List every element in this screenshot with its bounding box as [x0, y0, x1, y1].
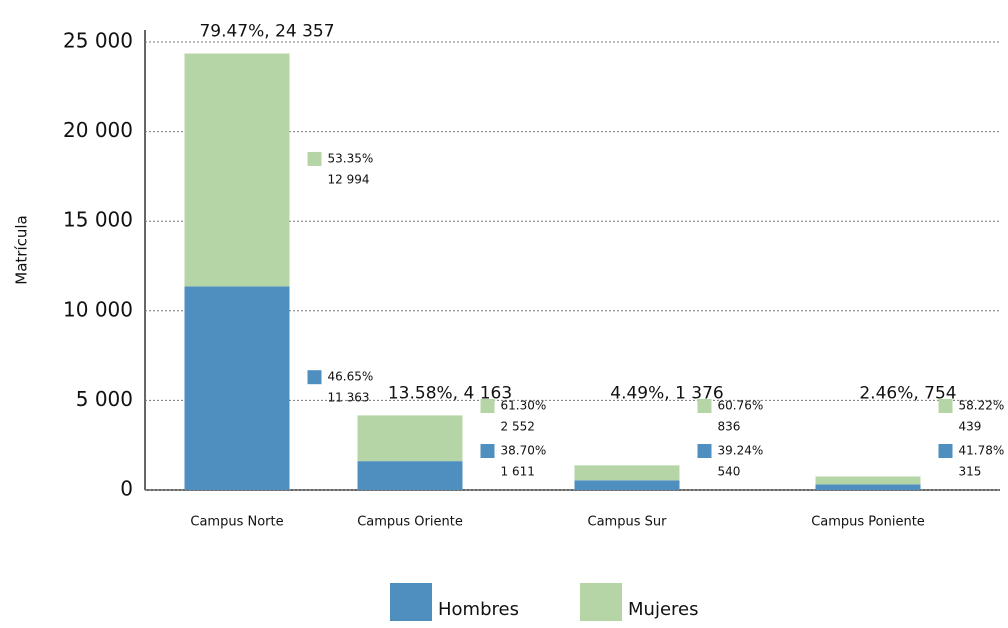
total-label: 13.58%, 4 163	[388, 383, 512, 403]
bar-segment	[574, 465, 680, 481]
bar-segment	[357, 415, 463, 462]
y-tick-label: 25 000	[63, 29, 133, 53]
x-tick-label: Campus Sur	[588, 515, 668, 530]
label-swatch	[480, 399, 495, 413]
percent-label: 38.70%	[501, 444, 547, 458]
percent-label: 53.35%	[328, 151, 374, 165]
label-swatch	[307, 151, 322, 166]
value-label: 11 363	[328, 391, 370, 405]
bar-segment	[357, 461, 463, 490]
legend-swatch	[390, 583, 432, 621]
value-label: 12 994	[328, 172, 370, 186]
bar-segment	[815, 484, 921, 490]
value-label: 540	[718, 465, 741, 479]
label-swatch	[307, 370, 322, 385]
label-swatch	[480, 444, 495, 458]
total-label: 4.49%, 1 376	[610, 383, 723, 403]
y-tick-label: 20 000	[63, 118, 133, 142]
bar-segment	[815, 476, 921, 485]
label-swatch	[697, 444, 712, 458]
total-label: 2.46%, 754	[859, 383, 956, 403]
x-tick-label: Campus Poniente	[811, 515, 925, 530]
legend-label: Mujeres	[628, 599, 698, 620]
percent-label: 61.30%	[501, 399, 547, 413]
total-label: 79.47%, 24 357	[199, 22, 334, 42]
value-label: 836	[718, 420, 741, 434]
y-tick-label: 10 000	[63, 297, 133, 321]
value-label: 315	[959, 465, 982, 479]
y-axis-label: Matrícula	[13, 215, 31, 284]
legend-label: Hombres	[438, 599, 519, 620]
percent-label: 46.65%	[328, 370, 374, 384]
y-tick-label: 15 000	[63, 208, 133, 232]
bar-segment	[184, 53, 290, 287]
x-tick-label: Campus Oriente	[357, 515, 463, 530]
label-swatch	[697, 399, 712, 413]
label-swatch	[938, 444, 953, 458]
label-swatch	[938, 399, 953, 413]
bar-segment	[184, 286, 290, 490]
legend-swatch	[580, 583, 622, 621]
percent-label: 60.76%	[718, 399, 764, 413]
percent-label: 39.24%	[718, 444, 764, 458]
value-label: 439	[959, 420, 982, 434]
bar-segment	[574, 480, 680, 490]
percent-label: 41.78%	[959, 444, 1005, 458]
percent-label: 58.22%	[959, 399, 1005, 413]
value-label: 2 552	[501, 420, 535, 434]
x-tick-label: Campus Norte	[190, 515, 283, 530]
y-tick-label: 5 000	[76, 387, 133, 411]
value-label: 1 611	[501, 465, 535, 479]
y-tick-label: 0	[120, 477, 133, 501]
